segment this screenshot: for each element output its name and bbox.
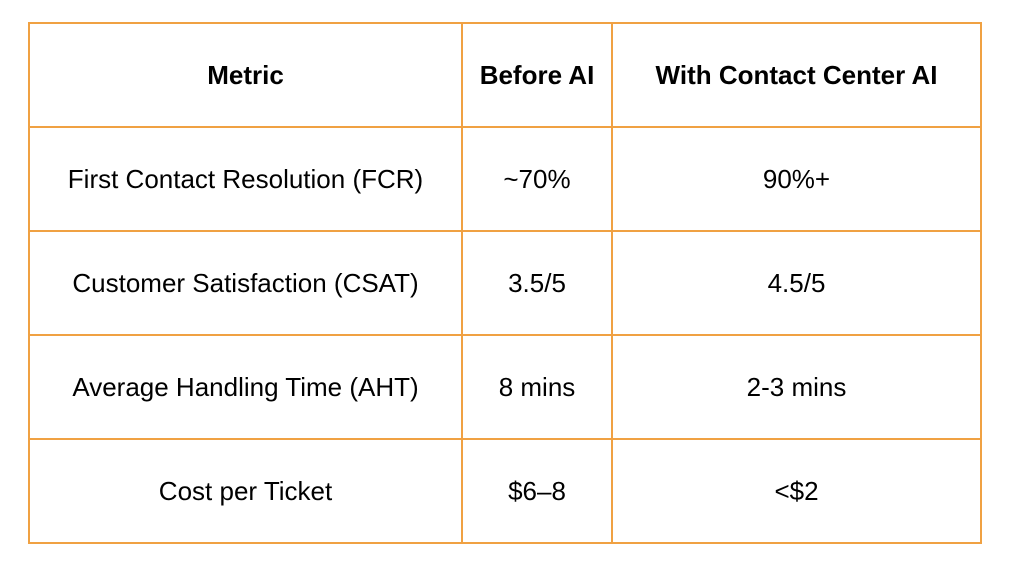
metric-name-cell: Customer Satisfaction (CSAT)	[28, 230, 463, 336]
with-ai-value-cell: 4.5/5	[611, 230, 982, 336]
table-row-aht: Average Handling Time (AHT) 8 mins 2-3 m…	[28, 334, 982, 440]
metric-name-cell: First Contact Resolution (FCR)	[28, 126, 463, 232]
before-ai-value-cell: $6–8	[461, 438, 613, 544]
table-row-cost-per-ticket: Cost per Ticket $6–8 <$2	[28, 438, 982, 544]
with-ai-value-cell: 90%+	[611, 126, 982, 232]
slide-canvas: Metric Before AI With Contact Center AI …	[28, 22, 982, 544]
before-ai-value-cell: 3.5/5	[461, 230, 613, 336]
before-ai-value-cell: ~70%	[461, 126, 613, 232]
metric-name-cell: Average Handling Time (AHT)	[28, 334, 463, 440]
table-row-csat: Customer Satisfaction (CSAT) 3.5/5 4.5/5	[28, 230, 982, 336]
column-header-with-contact-center-ai: With Contact Center AI	[611, 22, 982, 128]
column-header-metric: Metric	[28, 22, 463, 128]
before-ai-value-cell: 8 mins	[461, 334, 613, 440]
column-header-before-ai: Before AI	[461, 22, 613, 128]
metrics-comparison-table: Metric Before AI With Contact Center AI …	[28, 22, 982, 544]
with-ai-value-cell: <$2	[611, 438, 982, 544]
with-ai-value-cell: 2-3 mins	[611, 334, 982, 440]
table-header-row: Metric Before AI With Contact Center AI	[28, 22, 982, 128]
metric-name-cell: Cost per Ticket	[28, 438, 463, 544]
table-row-fcr: First Contact Resolution (FCR) ~70% 90%+	[28, 126, 982, 232]
